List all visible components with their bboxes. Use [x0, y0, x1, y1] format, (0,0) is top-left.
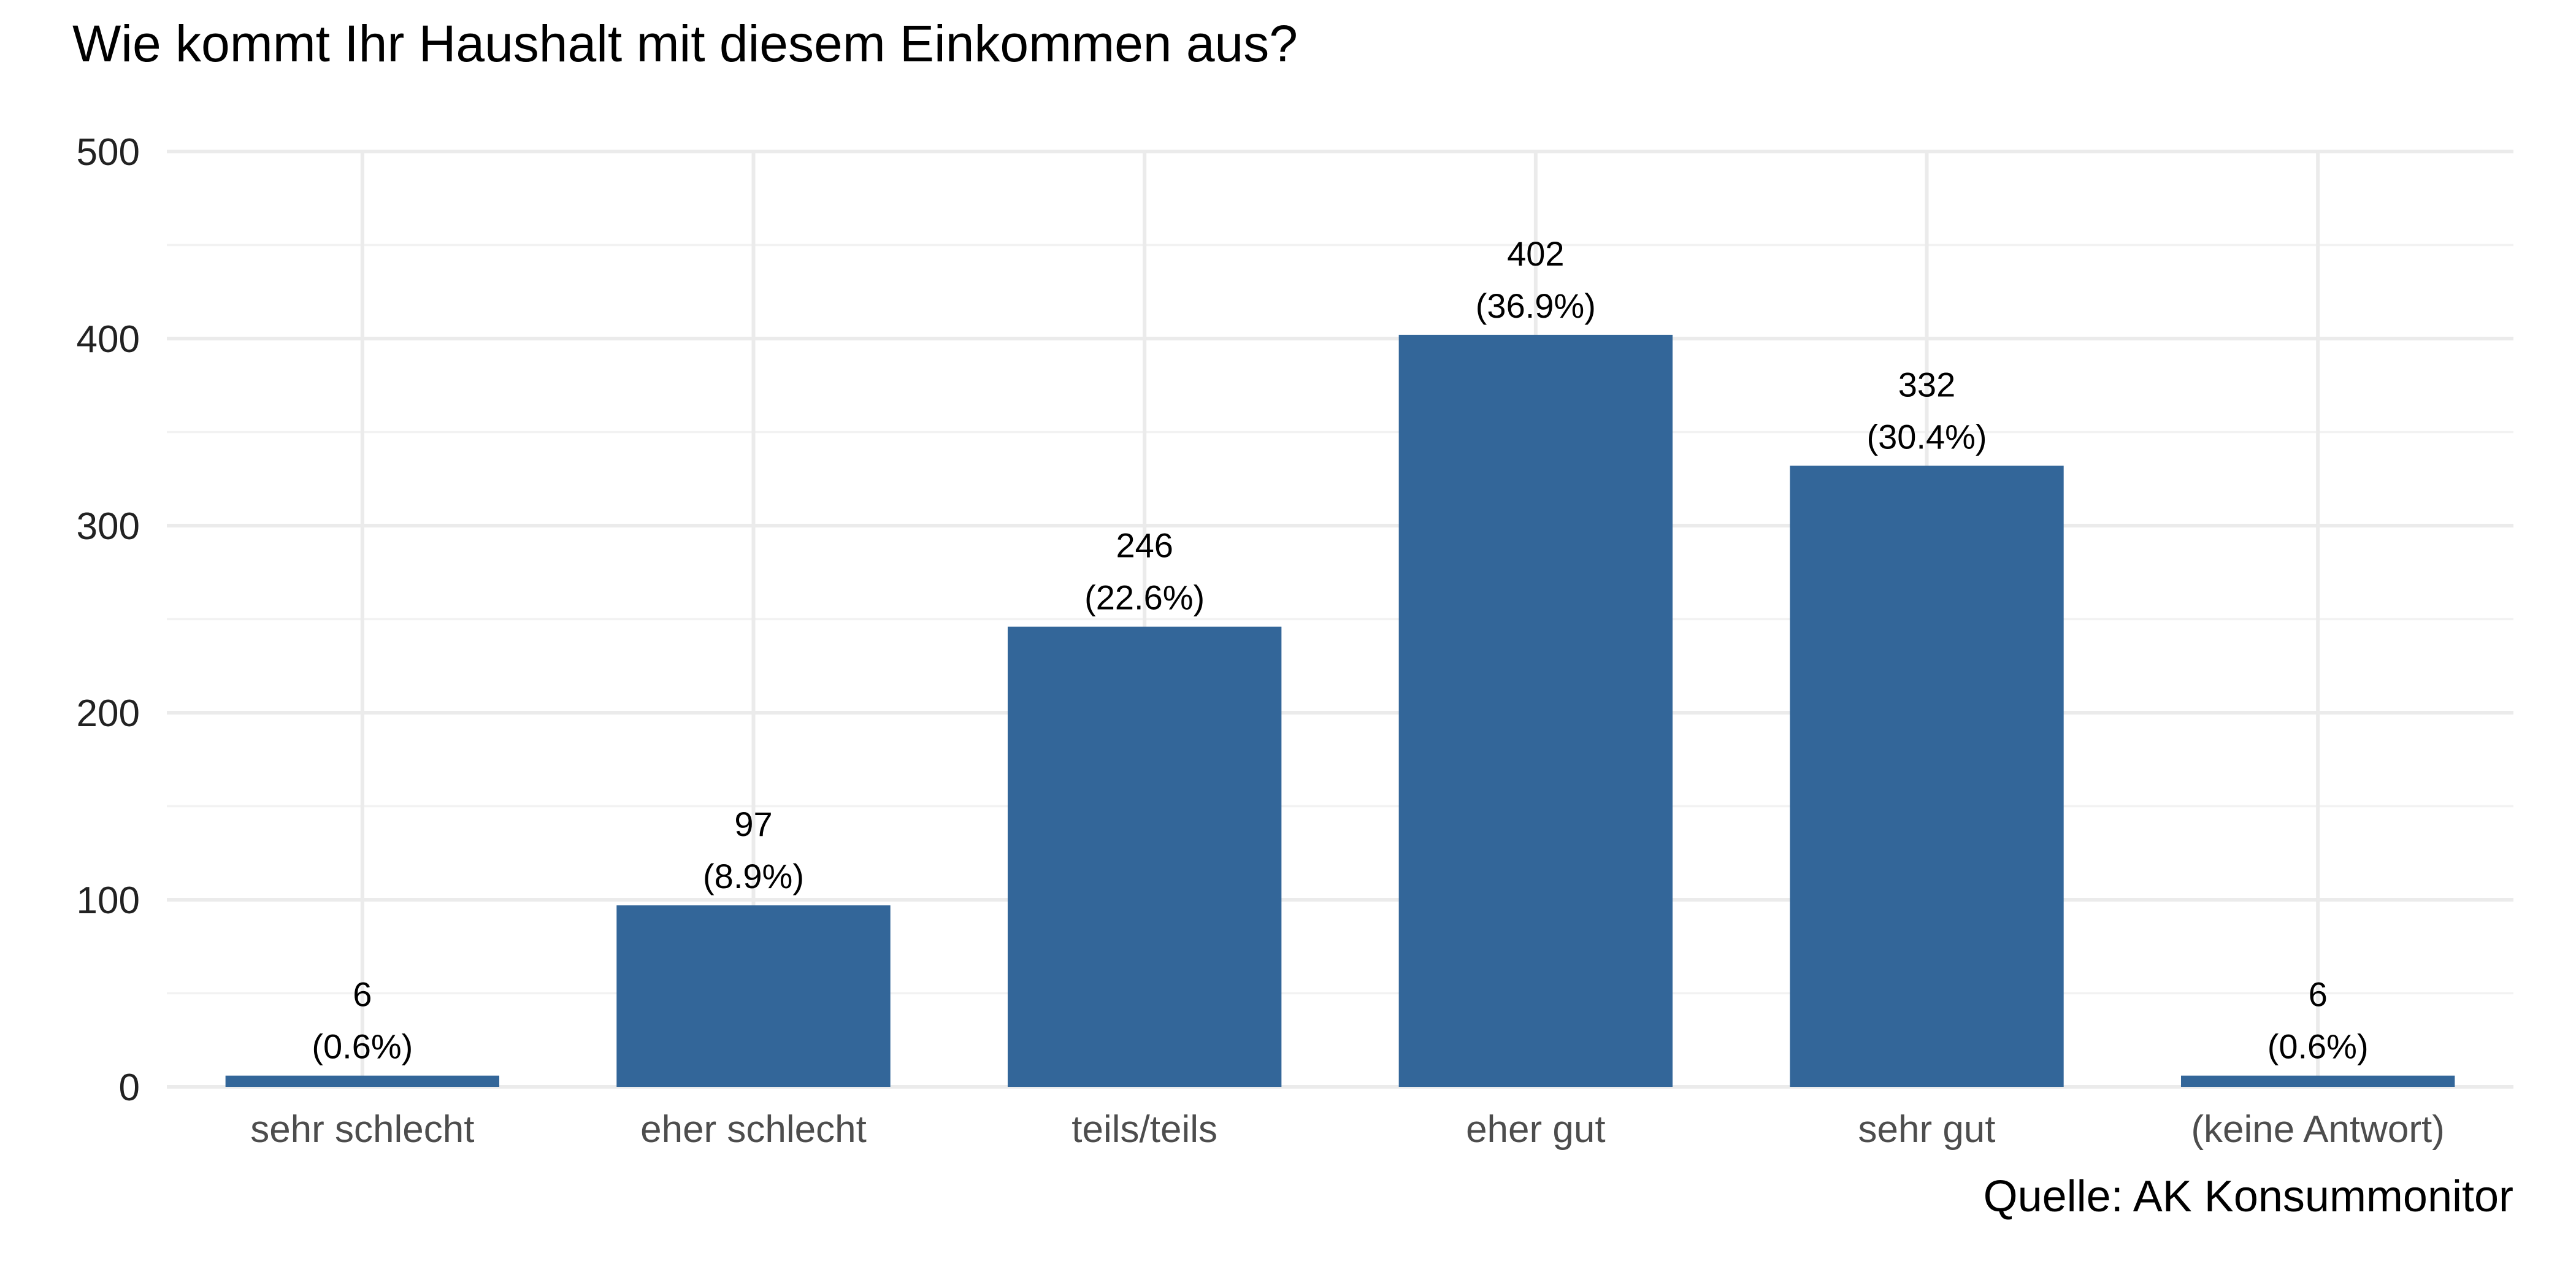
data-label-count: 97: [734, 805, 772, 843]
bar: [2180, 1075, 2455, 1087]
data-label-count: 6: [2309, 975, 2328, 1014]
y-tick-label: 100: [77, 880, 140, 922]
bar: [1398, 334, 1673, 1087]
x-tick-label: teils/teils: [1071, 1108, 1217, 1151]
y-tick-label: 500: [77, 131, 140, 174]
chart-caption: Quelle: AK Konsummonitor: [1984, 1172, 2513, 1221]
x-tick-label: sehr gut: [1858, 1108, 1995, 1151]
data-label-percent: (8.9%): [703, 857, 804, 895]
data-label-percent: (0.6%): [312, 1027, 413, 1066]
x-tick-label: sehr schlecht: [250, 1108, 474, 1151]
data-label-count: 6: [353, 975, 372, 1014]
data-label-percent: (36.9%): [1476, 286, 1596, 325]
chart-title: Wie kommt Ihr Haushalt mit diesem Einkom…: [72, 15, 1298, 72]
y-tick-label: 300: [77, 505, 140, 548]
y-tick-label: 400: [77, 318, 140, 361]
data-label-count: 332: [1898, 365, 1955, 404]
data-label-percent: (30.4%): [1866, 417, 1987, 456]
data-label-percent: (0.6%): [2267, 1027, 2369, 1066]
bar: [1790, 466, 2064, 1087]
data-label-count: 246: [1116, 526, 1173, 565]
data-labels-layer: (0.6%) 6 (8.9%) 97 (22.6%) 246 (36.9%) 402 (30.4…: [312, 234, 2368, 1066]
bars-layer: [225, 334, 2455, 1087]
y-axis: 0 100 200 300 400 500: [77, 131, 140, 1109]
x-tick-label: eher gut: [1466, 1108, 1606, 1151]
bar: [616, 905, 891, 1087]
x-tick-label: (keine Antwort): [2191, 1108, 2445, 1151]
y-tick-label: 0: [119, 1067, 140, 1109]
data-label-count: 402: [1507, 234, 1564, 273]
grid-layer: [167, 150, 2513, 1089]
y-tick-label: 200: [77, 692, 140, 735]
x-tick-label: eher schlecht: [640, 1108, 867, 1151]
data-label-percent: (22.6%): [1084, 578, 1205, 617]
x-axis: sehr schlecht eher schlecht teils/teils ehe…: [250, 1108, 2445, 1151]
bar: [1007, 626, 1282, 1087]
bar: [225, 1075, 500, 1087]
